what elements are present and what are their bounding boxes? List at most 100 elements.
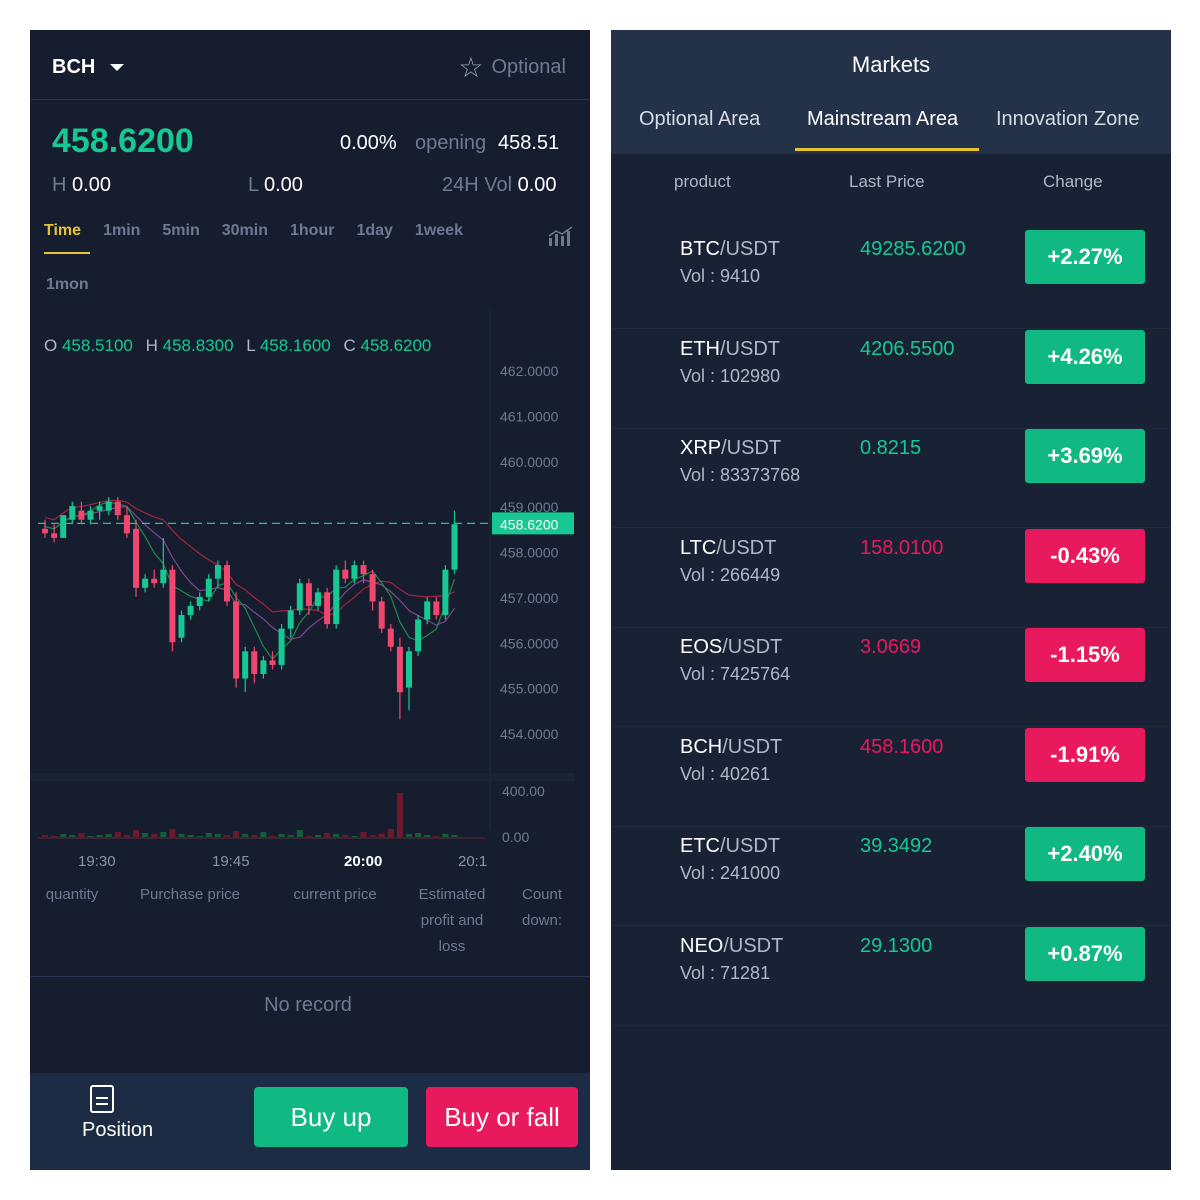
candle-body xyxy=(114,501,121,516)
symbol-selector[interactable]: BCH xyxy=(52,56,96,78)
market-row-btc[interactable]: BTC/USDT Vol : 9410 49285.6200 +2.27% xyxy=(611,230,1171,329)
optional-toggle[interactable]: ☆ Optional xyxy=(458,51,566,83)
candle-body xyxy=(142,578,149,588)
position-button[interactable]: Position xyxy=(82,1119,154,1141)
pair-label: EOS/USDT xyxy=(680,636,782,659)
volume-bar xyxy=(251,835,258,838)
market-row-etc[interactable]: ETC/USDT Vol : 241000 39.3492 +2.40% xyxy=(611,827,1171,926)
change-badge[interactable]: +0.87% xyxy=(1025,926,1145,981)
volume-bar xyxy=(424,835,431,838)
candle-body xyxy=(169,569,176,643)
volume-tick-label: 0.00 xyxy=(502,829,529,845)
market-row-bch[interactable]: BCH/USDT Vol : 40261 458.1600 -1.91% xyxy=(611,727,1171,827)
active-tab-indicator xyxy=(795,148,979,151)
pair-label: ETC/USDT xyxy=(680,835,780,858)
volume-bar xyxy=(415,833,422,838)
change-badge[interactable]: +4.26% xyxy=(1025,329,1145,384)
candle-body xyxy=(287,610,294,629)
pair-quote: /USDT xyxy=(722,636,783,658)
current-price-tag-label: 458.6200 xyxy=(500,516,559,532)
volume-bar xyxy=(78,833,85,838)
candle-body xyxy=(133,528,139,588)
pair-base: BTC xyxy=(680,238,720,260)
tab-1min[interactable]: 1min xyxy=(103,222,141,239)
tab-mainstream-area[interactable]: Mainstream Area xyxy=(807,108,959,130)
opening-label: opening xyxy=(415,132,487,154)
moving-average-line xyxy=(44,499,455,617)
market-row-xrp[interactable]: XRP/USDT Vol : 83373768 0.8215 +3.69% xyxy=(611,429,1171,528)
tab-5min[interactable]: 5min xyxy=(162,222,200,239)
volume-bar xyxy=(151,834,158,838)
volume-bar xyxy=(378,834,385,838)
pair-quote: /USDT xyxy=(720,337,780,360)
candle-body xyxy=(260,660,267,675)
last-price: 49285.6200 xyxy=(860,238,966,260)
pair-base: EOS xyxy=(680,636,723,658)
price-chart[interactable]: 462.0000 461.0000 460.0000 459.0000 458.0000… xyxy=(30,310,590,870)
market-row-neo[interactable]: NEO/USDT Vol : 71281 29.1300 +0.87% xyxy=(611,926,1171,1026)
market-row-ltc[interactable]: LTC/USDT Vol : 266449 158.0100 -0.43% xyxy=(611,528,1171,628)
volume-bar xyxy=(342,835,349,838)
candle-body xyxy=(360,565,367,575)
pair-volume: Vol : 241000 xyxy=(680,863,781,883)
buy-up-button[interactable]: Buy up xyxy=(254,1087,408,1147)
change-badge[interactable]: -1.15% xyxy=(1025,628,1145,682)
market-row-eos[interactable]: EOS/USDT Vol : 7425764 3.0669 -1.15% xyxy=(611,628,1171,727)
change-badge[interactable]: +2.27% xyxy=(1025,230,1145,284)
candle-body xyxy=(342,569,349,579)
change-badge[interactable]: +2.40% xyxy=(1025,827,1145,881)
candle-body xyxy=(233,601,240,679)
pair-quote: /USDT xyxy=(720,238,780,260)
tab-innovation-zone[interactable]: Innovation Zone xyxy=(996,108,1140,130)
tab-1day[interactable]: 1day xyxy=(356,222,393,239)
document-icon[interactable] xyxy=(90,1085,114,1113)
volume-bar xyxy=(123,835,130,838)
pair-base: NEO xyxy=(680,934,724,957)
volume-bar xyxy=(296,830,303,838)
th-current-price: current price xyxy=(293,886,377,903)
candle-body xyxy=(205,578,212,597)
tab-30min[interactable]: 30min xyxy=(221,222,268,239)
ohlc-h-label: H xyxy=(145,336,158,355)
tab-time[interactable]: Time xyxy=(44,222,91,254)
page-title: Markets xyxy=(851,52,931,77)
tab-1hour[interactable]: 1hour xyxy=(290,222,335,239)
buy-fall-button[interactable]: Buy or fall xyxy=(426,1087,578,1147)
pair-volume: Vol : 40261 xyxy=(680,763,771,784)
ohlc-o-label: O xyxy=(44,336,58,355)
y-tick-label: 457.0000 xyxy=(500,590,559,606)
volume-bar xyxy=(406,834,412,838)
star-icon[interactable]: ☆ xyxy=(458,51,484,83)
candle-body xyxy=(87,510,94,520)
caret-down-icon[interactable] xyxy=(110,64,124,71)
pair-quote: /USDT xyxy=(723,934,784,957)
trading-header: BCH ☆ Optional xyxy=(30,30,590,100)
markets-panel: Markets Optional Area Mainstream Area In… xyxy=(611,30,1171,1170)
x-tick-label: 19:30 xyxy=(78,853,116,870)
tab-1mon[interactable]: 1mon xyxy=(46,276,89,293)
volume-bar xyxy=(224,835,230,838)
last-price: 458.1600 xyxy=(860,735,944,758)
indicator-chart-icon[interactable] xyxy=(548,226,574,246)
change-badge[interactable]: -0.43% xyxy=(1025,528,1145,583)
tab-optional-area[interactable]: Optional Area xyxy=(639,108,761,130)
candle-body xyxy=(214,565,221,579)
volume-bar xyxy=(205,833,212,838)
candle-body xyxy=(424,601,431,620)
x-tick-label: 19:45 xyxy=(212,853,250,870)
market-row-eth[interactable]: ETH/USDT Vol : 102980 4206.5500 +4.26% xyxy=(611,329,1171,429)
ohlc-c-label: C xyxy=(343,336,356,355)
pair-quote: /USDT xyxy=(721,437,782,459)
change-badge[interactable]: +3.69% xyxy=(1025,429,1145,483)
candle-body xyxy=(296,583,303,611)
change-badge[interactable]: -1.91% xyxy=(1025,727,1145,782)
tab-1week[interactable]: 1week xyxy=(414,222,463,239)
candle-body xyxy=(415,619,422,652)
th-estimated-pnl: Estimated profit and loss xyxy=(418,886,486,955)
candle-body xyxy=(451,524,458,570)
pair-volume: Vol : 83373768 xyxy=(680,465,801,485)
y-tick-label: 454.0000 xyxy=(500,726,559,742)
pair-label: BTC/USDT xyxy=(680,238,780,261)
candle-body xyxy=(396,646,403,693)
last-price: 4206.5500 xyxy=(860,337,955,360)
